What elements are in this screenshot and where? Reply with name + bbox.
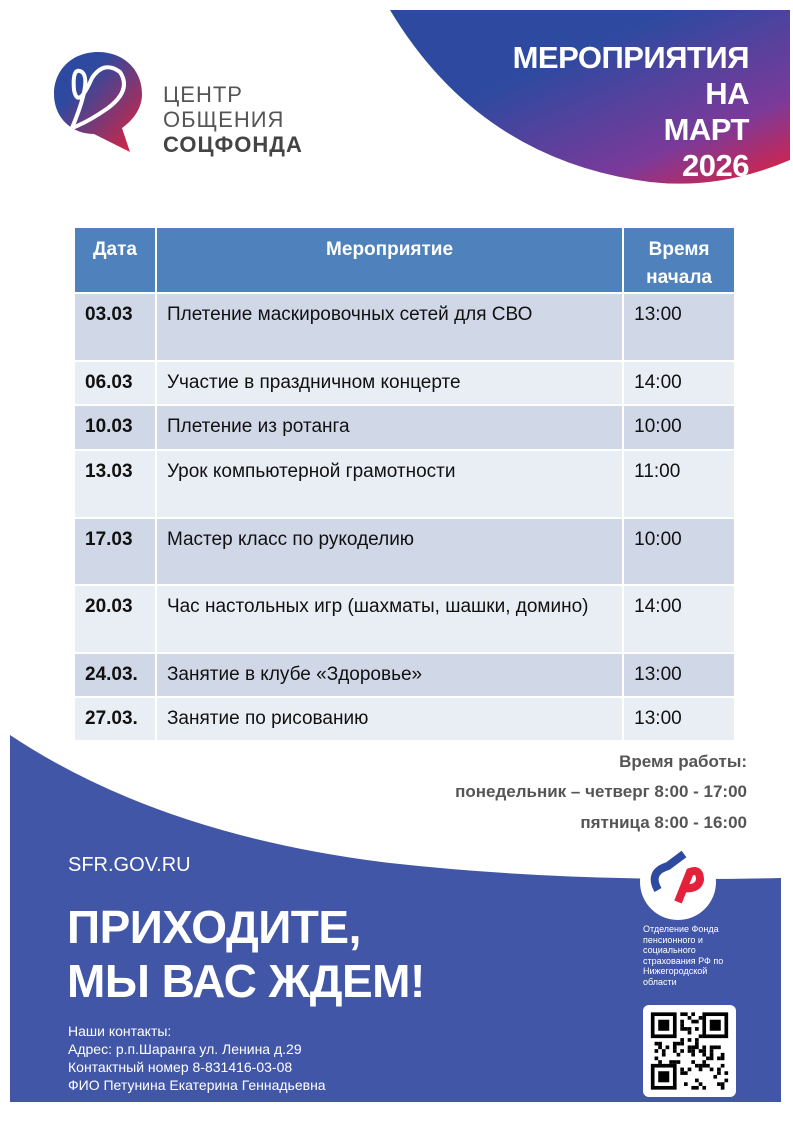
time-cell: 13:00 [622, 292, 736, 362]
time-cell: 13:00 [622, 696, 736, 742]
contact-person: ФИО Петунина Екатерина Геннадьевна [68, 1077, 326, 1093]
hours-friday: пятница 8:00 - 16:00 [580, 813, 747, 832]
column-header: Мероприятие [154, 226, 625, 294]
table-row: 20.03 Час настольных игр (шахматы, шашки,… [73, 584, 736, 654]
logo-line: ОБЩЕНИЯ [163, 107, 285, 132]
events-table: Дата Мероприятие Время начала 03.03 Плете… [73, 226, 736, 742]
column-header: Дата [73, 226, 157, 294]
time-cell: 14:00 [622, 584, 736, 654]
event-cell: Час настольных игр (шахматы, шашки, доми… [154, 584, 625, 654]
date-cell: 17.03 [73, 517, 157, 586]
title-banner-shape [390, 10, 790, 184]
time-cell: 13:00 [622, 652, 736, 698]
hours-title: Время работы: [619, 752, 747, 771]
logo-line: СОЦФОНДА [163, 132, 303, 157]
date-cell: 03.03 [73, 292, 157, 362]
qr-code-icon [650, 1012, 729, 1090]
event-cell: Плетение из ротанга [154, 404, 625, 451]
table-row: 10.03 Плетение из ротанга 10:00 [73, 404, 736, 451]
table-row: 03.03 Плетение маскировочных сетей для СВ… [73, 292, 736, 362]
slogan: ПРИХОДИТЕ, МЫ ВАС ЖДЕМ! [67, 900, 425, 1008]
page-title: МЕРОПРИЯТИЯ НА МАРТ 2026 [512, 40, 750, 184]
title-line: 2026 [682, 148, 749, 183]
date-cell: 13.03 [73, 449, 157, 519]
event-cell: Занятие в клубе «Здоровье» [154, 652, 625, 698]
event-cell: Занятие по рисованию [154, 696, 625, 742]
address: Адрес: р.п.Шаранга ул. Ленина д.29 [68, 1041, 302, 1057]
table-row: 06.03 Участие в праздничном концерте 14:00 [73, 360, 736, 406]
sfr-logo-icon [640, 844, 716, 920]
date-cell: 06.03 [73, 360, 157, 406]
date-cell: 10.03 [73, 404, 157, 451]
qr-code[interactable] [643, 1005, 736, 1097]
title-line: МЕРОПРИЯТИЯ [512, 40, 750, 75]
slogan-line: МЫ ВАС ЖДЕМ! [67, 955, 425, 1007]
title-line: МАРТ [663, 112, 750, 147]
time-cell: 10:00 [622, 517, 736, 586]
table-row: 13.03 Урок компьютерной грамотности 11:00 [73, 449, 736, 519]
org-name: Отделение Фонда пенсионного и социальног… [643, 924, 724, 987]
column-header: Время начала [622, 226, 736, 294]
event-cell: Мастер класс по рукоделию [154, 517, 625, 586]
event-cell: Участие в праздничном концерте [154, 360, 625, 406]
time-cell: 14:00 [622, 360, 736, 406]
table-row: 27.03. Занятие по рисованию 13:00 [73, 696, 736, 742]
slogan-line: ПРИХОДИТЕ, [67, 901, 361, 953]
hours-weekdays: понедельник – четверг 8:00 - 17:00 [455, 782, 747, 801]
event-cell: Плетение маскировочных сетей для СВО [154, 292, 625, 362]
logo-text: ЦЕНТР ОБЩЕНИЯ СОЦФОНДА [163, 82, 303, 157]
contacts: Наши контакты: Адрес: р.п.Шаранга ул. Ле… [68, 1022, 326, 1094]
table-row: 17.03 Мастер класс по рукоделию 10:00 [73, 517, 736, 586]
heart-logo-icon [54, 52, 142, 152]
date-cell: 27.03. [73, 696, 157, 742]
time-cell: 10:00 [622, 404, 736, 451]
table-row: 24.03. Занятие в клубе «Здоровье» 13:00 [73, 652, 736, 698]
contacts-title: Наши контакты: [68, 1023, 172, 1039]
logo-line: ЦЕНТР [163, 82, 243, 107]
date-cell: 20.03 [73, 584, 157, 654]
phone: Контактный номер 8-831416-03-08 [68, 1059, 293, 1075]
time-cell: 11:00 [622, 449, 736, 519]
title-line: НА [705, 76, 749, 111]
event-cell: Урок компьютерной грамотности [154, 449, 625, 519]
date-cell: 24.03. [73, 652, 157, 698]
footer-background [10, 735, 781, 1102]
website-link[interactable]: SFR.GOV.RU [68, 854, 191, 876]
